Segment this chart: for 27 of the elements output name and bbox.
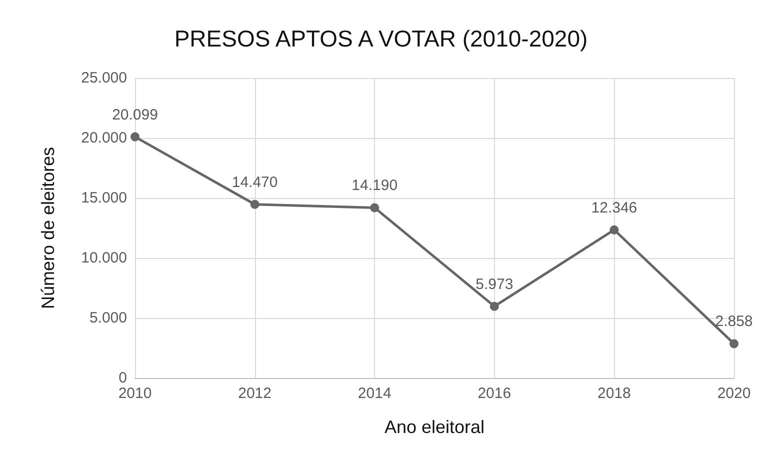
x-tick-label: 2012 <box>238 385 272 402</box>
y-tick-label: 15.000 <box>81 190 127 206</box>
point <box>130 132 140 142</box>
y-tick-label: 20.000 <box>81 130 127 146</box>
y-tick-label: 25.000 <box>81 70 127 86</box>
point <box>490 302 499 311</box>
point <box>610 225 619 234</box>
x-tick-label: 2010 <box>118 385 152 402</box>
point <box>250 200 260 209</box>
data-label: 2.858 <box>715 313 753 330</box>
point <box>730 339 738 348</box>
y-tick-label: 10.000 <box>81 250 127 266</box>
data-label: 20.099 <box>112 106 158 124</box>
point <box>370 203 380 212</box>
y-tick-label: 5.000 <box>89 310 127 326</box>
x-tick-label: 2018 <box>598 385 631 402</box>
data-label: 5.973 <box>476 276 514 293</box>
x-tick-label: 2020 <box>717 385 751 402</box>
x-tick-label: 2014 <box>358 385 392 402</box>
data-label: 12.346 <box>591 199 638 216</box>
data-label: 14.190 <box>352 177 398 194</box>
x-tick-label: 2016 <box>478 385 512 402</box>
chart-title: PRESOS APTOS A VOTAR (2010-2020) <box>174 26 588 52</box>
y-axis-title: Número de eleitores <box>38 146 58 310</box>
y-tick-label: 0 <box>118 370 127 386</box>
data-label: 14.470 <box>232 174 278 191</box>
x-axis-title: Ano eleitoral <box>384 417 485 437</box>
